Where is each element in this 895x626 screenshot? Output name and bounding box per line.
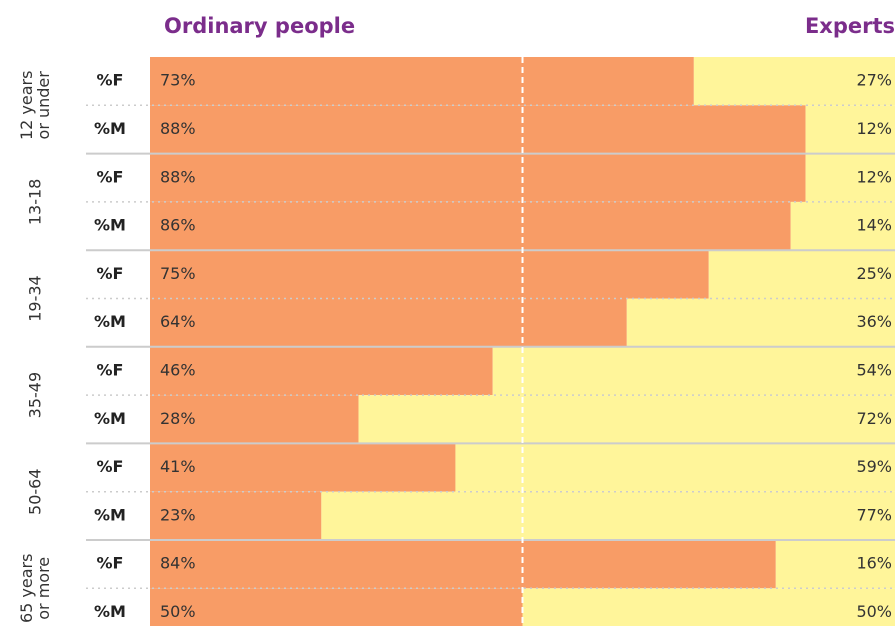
group-label: or more	[34, 557, 53, 620]
bar-segment	[805, 105, 895, 154]
bar-segment	[150, 588, 523, 626]
row-label: %M	[94, 505, 126, 524]
series-title: Ordinary people	[164, 14, 355, 38]
value-label: 36%	[856, 312, 892, 331]
value-label: 41%	[160, 457, 196, 476]
row-label: %F	[97, 264, 124, 283]
row-label: %M	[94, 216, 126, 235]
value-label: 50%	[856, 602, 892, 621]
series-title: Experts	[805, 14, 895, 38]
bar-segment	[790, 201, 895, 251]
value-label: 50%	[160, 602, 196, 621]
row-label: %F	[97, 360, 124, 379]
row-label: %M	[94, 119, 126, 138]
bar-segment	[321, 491, 895, 540]
group-label: 13-18	[26, 179, 45, 226]
bar-segment	[150, 346, 493, 396]
bar-segment	[626, 298, 895, 347]
bar-segment	[492, 346, 895, 396]
value-label: 88%	[160, 119, 196, 138]
group-label: 19-34	[26, 275, 45, 322]
row-label: %M	[94, 409, 126, 428]
bar-segment	[150, 250, 709, 299]
value-label: 25%	[856, 264, 892, 283]
row-label: %M	[94, 312, 126, 331]
value-label: 86%	[160, 216, 196, 235]
row-label: %F	[97, 167, 124, 186]
bar-segment	[150, 491, 322, 540]
value-label: 64%	[160, 312, 196, 331]
value-label: 73%	[160, 71, 196, 90]
row-label: %F	[97, 554, 124, 573]
bar-segment	[150, 443, 456, 492]
row-label: %M	[94, 602, 126, 621]
bar-segment	[150, 298, 627, 347]
bar-segment	[708, 250, 895, 299]
bar-segment	[805, 153, 895, 202]
value-label: 28%	[160, 409, 196, 428]
group-label: 35-49	[26, 372, 45, 419]
bar-segment	[150, 105, 806, 154]
bar-segment	[150, 57, 694, 106]
row-label: %F	[97, 457, 124, 476]
bar-segment	[150, 540, 776, 589]
value-label: 27%	[856, 71, 892, 90]
bar-segment	[150, 395, 359, 444]
value-label: 23%	[160, 505, 196, 524]
value-label: 46%	[160, 360, 196, 379]
bar-segment	[522, 588, 895, 626]
bar-segment	[455, 443, 895, 492]
bar-segment	[150, 153, 806, 202]
value-label: 84%	[160, 554, 196, 573]
group-label: 12 years	[17, 71, 36, 140]
value-label: 16%	[856, 554, 892, 573]
group-label: or under	[34, 71, 53, 140]
value-label: 12%	[856, 167, 892, 186]
bar-segment	[775, 540, 895, 589]
bar-segment	[358, 395, 895, 444]
row-label: %F	[97, 71, 124, 90]
value-label: 59%	[856, 457, 892, 476]
bar-segment	[150, 201, 791, 251]
value-label: 72%	[856, 409, 892, 428]
value-label: 88%	[160, 167, 196, 186]
group-label: 65 years	[17, 554, 36, 623]
value-label: 14%	[856, 216, 892, 235]
bar-segment	[693, 57, 895, 106]
value-label: 54%	[856, 360, 892, 379]
value-label: 75%	[160, 264, 196, 283]
value-label: 12%	[856, 119, 892, 138]
value-label: 77%	[856, 505, 892, 524]
group-label: 50-64	[26, 468, 45, 515]
